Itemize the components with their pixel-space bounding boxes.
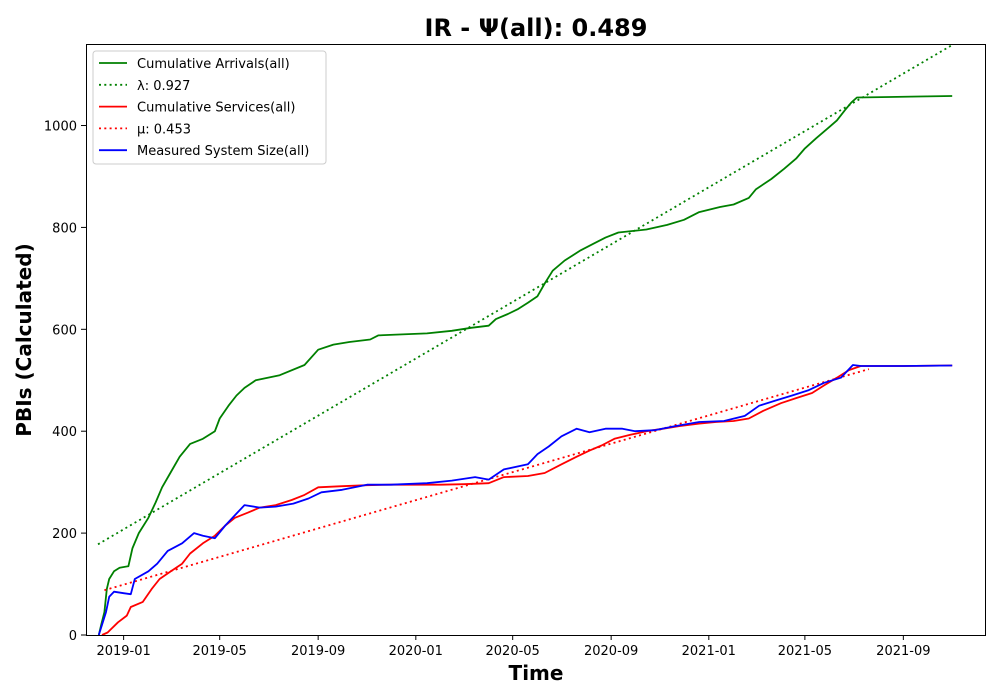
y-axis: 0 200 400 600 800 1000 [44,120,86,644]
x-axis-label: Time [509,661,564,685]
legend-label-4: Measured System Size(all) [137,144,309,159]
legend-label-2: Cumulative Services(all) [137,101,295,116]
plot-area [97,44,953,636]
series-line-1 [97,44,953,546]
series-line-0 [97,95,953,636]
y-tick-label: 400 [52,425,77,440]
legend: Cumulative Arrivals(all) λ: 0.927 Cumulati… [92,50,327,165]
series-line-4 [97,364,953,636]
plot-frame [86,44,986,636]
y-tick-label: 200 [52,527,77,542]
series-line-2 [101,364,953,636]
y-tick-label: 0 [69,629,77,644]
x-tick-label: 2019-05 [193,644,247,659]
legend-label-3: μ: 0.453 [137,122,191,137]
x-tick-label: 2020-01 [389,644,443,659]
legend-box [92,50,327,165]
x-tick-label: 2020-09 [584,644,638,659]
y-tick-label: 800 [52,221,77,236]
x-tick-label: 2021-09 [876,644,930,659]
x-tick-label: 2019-01 [96,644,150,659]
x-tick-label: 2019-09 [291,644,345,659]
x-tick-label: 2020-05 [486,644,540,659]
x-tick-label: 2021-05 [778,644,832,659]
y-tick-label: 600 [52,323,77,338]
y-axis-label: PBIs (Calculated) [12,243,36,436]
legend-label-0: Cumulative Arrivals(all) [137,57,290,72]
x-tick-label: 2021-01 [682,644,736,659]
y-tick-label: 1000 [44,120,77,135]
x-axis: 2019-01 2019-05 2019-09 2020-01 2020-05 2020-… [96,635,931,659]
legend-label-1: λ: 0.927 [137,79,190,94]
chart-title: IR - Ψ(all): 0.489 [425,14,648,42]
